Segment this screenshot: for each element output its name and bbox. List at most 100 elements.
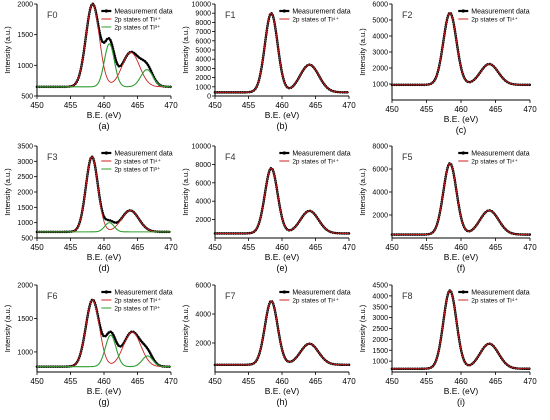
x-tick-label: 465 <box>489 105 503 114</box>
legend-marker <box>282 151 286 155</box>
legend-label: Measurement data <box>114 290 172 297</box>
panel-f4: 450 455 460 465 470 2000 4000 6000 8000 10000 B.E.… <box>181 144 356 274</box>
panel-caption: (e) <box>277 263 288 273</box>
x-axis-label: B.E. (eV) <box>87 252 122 262</box>
y-tick-label: 1500 <box>17 205 33 212</box>
y-tick-label: 2000 <box>372 337 388 344</box>
x-tick-label: 450 <box>385 105 399 114</box>
x-axis-label: B.E. (eV) <box>444 386 479 396</box>
y-tick-label: 9000 <box>195 11 211 18</box>
x-tick-label: 455 <box>242 101 256 110</box>
x-tick-label: 450 <box>30 243 44 252</box>
y-tick-label: 8000 <box>195 162 211 169</box>
x-tick-label: 460 <box>97 243 111 252</box>
x-tick-label: 470 <box>523 105 537 114</box>
y-axis-label: Intensity (a.u.) <box>181 26 190 74</box>
y-tick-label: 3000 <box>372 315 388 322</box>
y-tick-label: 2500 <box>17 174 33 181</box>
panel-f1: 450 455 460 465 470 0 1000 2000 3000 4000 5000 6000… <box>181 2 356 132</box>
x-tick-label: 455 <box>420 105 434 114</box>
x-tick-label: 470 <box>523 377 537 386</box>
legend-label: 2p states of Ti⁴⁺ <box>114 298 161 305</box>
panel-f8: 450 455 460 465 470 1000 1500 2000 2500 3000 3500 4… <box>358 283 537 408</box>
y-tick-label: 2000 <box>195 341 211 348</box>
y-tick-label: 2000 <box>372 213 388 220</box>
x-tick-label: 450 <box>385 377 399 386</box>
x-tick-label: 450 <box>208 101 222 110</box>
x-tick-label: 465 <box>131 101 145 110</box>
ti4-fit-line <box>392 162 530 236</box>
legend-marker <box>461 151 465 155</box>
y-axis-label: Intensity (a.u.) <box>358 304 367 352</box>
y-tick-label: 3000 <box>17 159 33 166</box>
sample-label: F0 <box>47 10 58 20</box>
panel-caption: (h) <box>277 397 288 407</box>
y-tick-label: 500 <box>21 94 33 101</box>
x-axis-label: B.E. (eV) <box>265 110 300 120</box>
x-tick-label: 470 <box>523 243 537 252</box>
ti3-fit-line <box>37 43 171 88</box>
measurement-data-trace <box>392 12 530 86</box>
legend-label: 2p states of Ti⁴⁺ <box>471 159 518 166</box>
ti3-fit-line <box>37 334 171 368</box>
x-tick-label: 460 <box>275 243 289 252</box>
x-tick-label: 465 <box>489 243 503 252</box>
x-tick-label: 460 <box>275 377 289 386</box>
x-tick-label: 465 <box>131 243 145 252</box>
y-axis-label: Intensity (a.u.) <box>358 28 367 76</box>
x-tick-label: 455 <box>64 243 78 252</box>
y-tick-label: 3000 <box>372 50 388 57</box>
sample-label: F5 <box>402 152 413 162</box>
y-tick-label: 4000 <box>195 312 211 319</box>
y-tick-label: 4000 <box>372 190 388 197</box>
y-tick-label: 2000 <box>17 283 33 290</box>
y-tick-label: 1000 <box>17 220 33 227</box>
y-tick-label: 500 <box>21 236 33 243</box>
y-axis-label: Intensity (a.u.) <box>3 304 12 352</box>
y-tick-label: 1500 <box>372 348 388 355</box>
legend-label: Measurement data <box>292 151 350 158</box>
y-tick-label: 6000 <box>372 167 388 174</box>
x-tick-label: 460 <box>97 377 111 386</box>
y-tick-label: 6000 <box>195 180 211 187</box>
legend-label: 2p states of Ti⁴⁺ <box>114 17 161 24</box>
y-tick-label: 10000 <box>192 2 212 9</box>
measurement-data-trace <box>215 12 349 93</box>
x-tick-label: 460 <box>454 377 468 386</box>
ti4-fit-line <box>215 167 349 234</box>
panel-caption: (b) <box>277 121 288 131</box>
panel-caption: (f) <box>457 263 466 273</box>
measurement-data-trace <box>392 162 530 236</box>
y-tick-label: 1000 <box>17 63 33 70</box>
x-axis-label: B.E. (eV) <box>87 386 122 396</box>
y-tick-label: 5000 <box>372 18 388 25</box>
measurement-data-line <box>213 166 351 235</box>
measurement-data-line <box>213 11 351 94</box>
ti4-fit-line <box>392 12 530 86</box>
x-tick-label: 455 <box>420 377 434 386</box>
x-tick-label: 460 <box>454 105 468 114</box>
panel-f0: 450 455 460 465 470 500 1000 1500 2000 B.E. (eV) I… <box>3 2 178 132</box>
legend-marker <box>104 9 108 13</box>
y-tick-label: 1000 <box>17 349 33 356</box>
y-tick-label: 8000 <box>195 20 211 27</box>
sample-label: F3 <box>47 152 58 162</box>
legend-label: Measurement data <box>471 9 529 16</box>
panel-caption: (c) <box>456 125 467 135</box>
y-axis-label: Intensity (a.u.) <box>3 168 12 216</box>
x-axis-label: B.E. (eV) <box>444 114 479 124</box>
legend-marker <box>461 290 465 294</box>
panel-f7: 450 455 460 465 470 2000 4000 6000 B.E. (eV) Inte… <box>181 283 356 408</box>
x-tick-label: 470 <box>342 377 356 386</box>
y-tick-label: 4000 <box>372 293 388 300</box>
x-axis-label: B.E. (eV) <box>444 252 479 262</box>
x-tick-label: 470 <box>164 101 178 110</box>
legend-label: Measurement data <box>471 151 529 158</box>
y-axis-label: Intensity (a.u.) <box>181 304 190 352</box>
sample-label: F1 <box>225 10 236 20</box>
legend-label: Measurement data <box>114 151 172 158</box>
ti4-fit-line <box>215 12 349 93</box>
ti4-fit-line <box>392 289 530 370</box>
legend-marker <box>461 9 465 13</box>
